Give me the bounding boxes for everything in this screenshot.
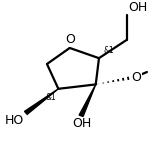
Text: O: O [65,34,75,47]
Text: OH: OH [72,117,92,130]
Text: HO: HO [5,114,24,127]
Text: OH: OH [128,1,147,14]
Polygon shape [24,89,58,114]
Text: &1: &1 [46,93,57,102]
Polygon shape [79,84,96,117]
Text: &1: &1 [103,46,114,55]
Text: O: O [132,71,141,84]
